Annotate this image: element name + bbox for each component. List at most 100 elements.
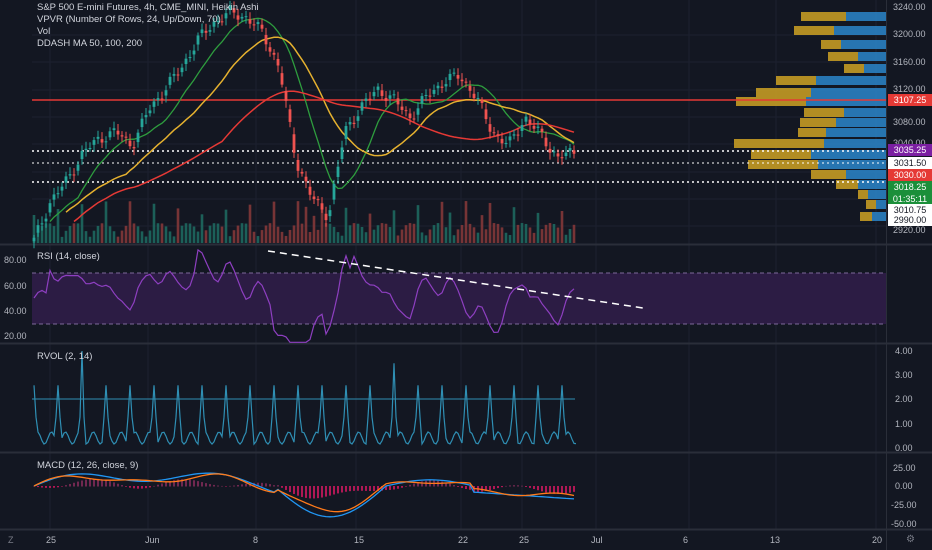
candle-body — [412, 118, 416, 120]
macd-hist-bar — [145, 486, 147, 489]
candle-body — [80, 150, 84, 160]
rvol-tick: 0.00 — [895, 443, 913, 453]
volume-bar — [404, 225, 408, 243]
volume-bar — [328, 223, 332, 243]
macd-hist-bar — [77, 481, 79, 487]
volume-bar — [352, 223, 356, 243]
rsi-line — [33, 248, 575, 343]
volume-bar — [192, 226, 196, 243]
macd-hist-bar — [309, 486, 311, 499]
candle-body — [172, 74, 176, 76]
candle-body — [208, 30, 212, 32]
macd-hist-bar — [449, 483, 451, 487]
candle-body — [360, 102, 364, 111]
candle-body — [260, 24, 264, 29]
macd-hist-bar — [265, 483, 267, 487]
vpvr-row-down — [811, 170, 846, 179]
symbol-line[interactable]: S&P 500 E-mini Futures, 4h, CME_MINI, He… — [37, 2, 259, 13]
timezone-icon[interactable]: Z — [8, 535, 14, 545]
macd-hist-bar — [481, 486, 483, 492]
macd-hist-bar — [181, 479, 183, 487]
indicator-vpvr[interactable]: VPVR (Number Of Rows, 24, Up/Down, 70) — [37, 14, 221, 25]
volume-bar — [252, 231, 256, 243]
candle-body — [200, 29, 204, 34]
macd-hist-bar — [321, 486, 323, 498]
rsi-trendline[interactable] — [267, 250, 644, 309]
candle-body — [176, 74, 180, 76]
vpvr-row-down — [734, 139, 824, 148]
macd-hist-bar — [389, 486, 391, 490]
macd-hist-bar — [149, 486, 151, 488]
volume-bar — [232, 230, 236, 243]
candle-body — [572, 150, 576, 154]
volume-bar — [280, 231, 284, 243]
vpvr-row-down — [866, 200, 876, 209]
rsi-title[interactable]: RSI (14, close) — [37, 251, 100, 262]
vpvr-row-down — [821, 40, 841, 49]
macd-hist-bar — [293, 486, 295, 494]
candle-body — [512, 134, 516, 136]
macd-hist-bar — [353, 486, 355, 491]
macd-title[interactable]: MACD (12, 26, close, 9) — [37, 460, 139, 471]
macd-hist-bar — [557, 486, 559, 494]
volume-bar — [56, 209, 60, 243]
vpvr-row-up — [836, 118, 886, 127]
candle-body — [332, 183, 336, 200]
volume-bar — [140, 231, 144, 243]
volume-bar — [388, 227, 392, 243]
volume-bar — [532, 232, 536, 243]
candle-body — [160, 98, 164, 100]
candle-body — [152, 101, 156, 107]
candle-body — [264, 34, 268, 45]
indicator-vol[interactable]: Vol — [37, 26, 51, 37]
volume-bar — [112, 231, 116, 243]
volume-bar — [212, 223, 216, 243]
volume-bar — [312, 215, 316, 243]
candle-body — [444, 84, 448, 87]
vpvr-row-up — [818, 160, 886, 169]
macd-hist-bar — [117, 483, 119, 487]
candle-body — [148, 110, 152, 114]
macd-hist-bar — [169, 481, 171, 487]
volume-bar — [480, 215, 484, 243]
volume-bar — [500, 227, 504, 243]
volume-bar — [36, 230, 40, 243]
macd-hist-bar — [453, 485, 455, 487]
candle-body — [304, 176, 308, 182]
volume-bar — [520, 223, 524, 243]
candle-body — [428, 95, 432, 97]
price-label-3030: 3030.00 — [888, 169, 932, 181]
candle-body — [220, 21, 224, 23]
volume-bar — [288, 229, 292, 243]
price-label-3018: 3018.25 — [888, 181, 932, 193]
candle-body — [296, 159, 300, 171]
macd-hist-bar — [173, 480, 175, 487]
indicator-ma[interactable]: DDASH MA 50, 100, 200 — [37, 38, 143, 49]
candle-body — [312, 196, 316, 200]
ma200-line — [73, 90, 575, 223]
macd-hist-bar — [417, 482, 419, 487]
candle-body — [520, 125, 524, 131]
candle-body — [328, 210, 332, 217]
macd-hist-bar — [337, 486, 339, 494]
candle-body — [280, 73, 284, 85]
macd-hist-bar — [101, 479, 103, 487]
volume-bar — [344, 207, 348, 243]
volume-bar — [512, 207, 516, 243]
volume-bar — [100, 223, 104, 243]
candle-body — [228, 5, 232, 11]
vpvr-row-down — [801, 12, 846, 21]
candle-body — [120, 135, 124, 137]
volume-bar — [284, 235, 288, 243]
macd-hist-bar — [189, 479, 191, 487]
candle-body — [372, 92, 376, 97]
macd-hist-bar — [485, 486, 487, 491]
rvol-tick: 3.00 — [895, 370, 913, 380]
candle-body — [456, 75, 460, 79]
settings-gear-icon[interactable]: ⚙ — [906, 534, 915, 545]
volume-bar — [156, 223, 160, 243]
candle-body — [516, 134, 520, 136]
rvol-title[interactable]: RVOL (2, 14) — [37, 351, 93, 362]
